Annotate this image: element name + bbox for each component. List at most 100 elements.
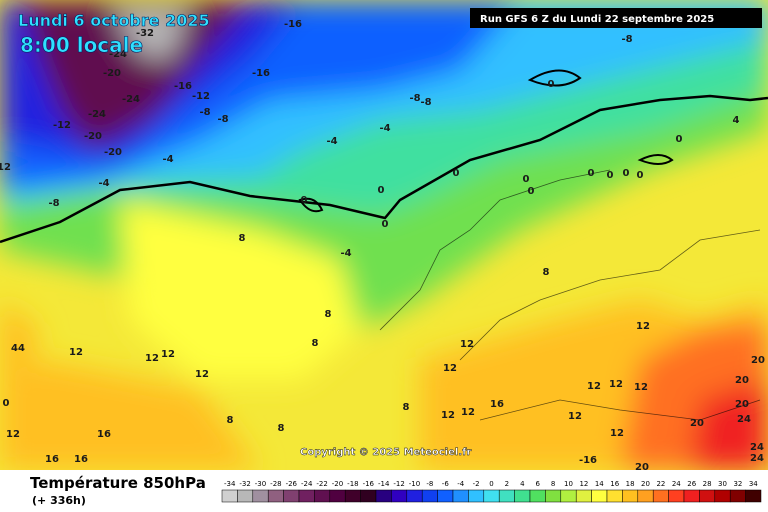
legend-label: -20 bbox=[332, 480, 343, 488]
legend-swatch bbox=[452, 489, 469, 503]
legend-swatch bbox=[514, 489, 531, 503]
contour-label: -8 bbox=[48, 198, 59, 209]
copyright: Copyright © 2025 Meteociel.fr bbox=[300, 447, 471, 458]
contour-label: 0 bbox=[378, 185, 385, 196]
legend-label: -2 bbox=[473, 480, 480, 488]
legend-swatch bbox=[406, 489, 423, 503]
contour-label: 12 bbox=[587, 381, 601, 392]
contour-label: -16 bbox=[252, 68, 270, 79]
field-title: Température 850hPa bbox=[30, 474, 206, 492]
legend-swatch bbox=[344, 489, 361, 503]
legend-swatch bbox=[421, 489, 438, 503]
legend-label: -24 bbox=[301, 480, 313, 488]
contour-label: 0 bbox=[676, 134, 683, 145]
contour-label: 12 bbox=[6, 429, 20, 440]
contour-label: 8 bbox=[312, 338, 319, 349]
contour-label: -8 bbox=[409, 93, 420, 104]
legend-label: 26 bbox=[687, 480, 696, 488]
legend-label: -12 bbox=[393, 480, 404, 488]
contour-label: 12 bbox=[145, 353, 159, 364]
legend-label: -6 bbox=[442, 480, 450, 488]
contour-label: 16 bbox=[490, 399, 504, 410]
legend-swatch bbox=[668, 489, 685, 503]
contour-label: 8 bbox=[403, 402, 410, 413]
contour-label: -16 bbox=[174, 81, 192, 92]
contour-label: 20 bbox=[690, 418, 704, 429]
legend-label: 8 bbox=[551, 480, 555, 488]
contour-label: 8 bbox=[325, 309, 332, 320]
contour-label: 8 bbox=[227, 415, 234, 426]
legend-swatch bbox=[606, 489, 623, 503]
contour-label: 8 bbox=[239, 233, 246, 244]
contour-label: -16 bbox=[284, 19, 302, 30]
contour-label: 12 bbox=[610, 428, 624, 439]
contour-label: -12 bbox=[192, 91, 210, 102]
legend-label: -26 bbox=[286, 480, 298, 488]
legend-swatch bbox=[498, 489, 515, 503]
legend-label: 30 bbox=[718, 480, 727, 488]
legend-label: 10 bbox=[564, 480, 573, 488]
legend-label: 34 bbox=[749, 480, 758, 488]
legend-swatch bbox=[329, 489, 346, 503]
contour-label: -4 bbox=[379, 123, 390, 134]
legend-swatch bbox=[360, 489, 377, 503]
contour-label: 0 bbox=[528, 186, 535, 197]
contour-label: 24 bbox=[737, 414, 751, 425]
run-box bbox=[470, 8, 762, 28]
legend-swatch bbox=[375, 489, 392, 503]
contour-label: 0 bbox=[637, 170, 644, 181]
legend-label: -32 bbox=[239, 480, 250, 488]
date-title: Lundi 6 octobre 2025 bbox=[18, 11, 210, 30]
run-info: Run GFS 6 Z du Lundi 22 septembre 2025 bbox=[480, 14, 714, 25]
legend-label: 24 bbox=[672, 480, 681, 488]
contour-label: 12 bbox=[461, 407, 475, 418]
contour-label: -24 bbox=[88, 109, 106, 120]
local-time: 8:00 locale bbox=[20, 33, 143, 57]
legend-swatch bbox=[237, 489, 254, 503]
legend-label: -34 bbox=[224, 480, 236, 488]
contour-label: 0 bbox=[382, 219, 389, 230]
contour-label: -8 bbox=[199, 107, 210, 118]
contour-label: 8 bbox=[543, 267, 550, 278]
contour-label: -24 bbox=[109, 49, 127, 60]
contour-label: -20 bbox=[104, 147, 122, 158]
legend-label: 22 bbox=[656, 480, 665, 488]
legend-swatch bbox=[637, 489, 654, 503]
contour-label: -4 bbox=[340, 248, 351, 259]
legend-label: 14 bbox=[595, 480, 604, 488]
contour-label: 16 bbox=[97, 429, 111, 440]
legend-swatch bbox=[529, 489, 546, 503]
contour-label: -8 bbox=[217, 114, 228, 125]
legend-swatch bbox=[391, 489, 408, 503]
legend-swatch bbox=[714, 489, 731, 503]
legend-swatch bbox=[575, 489, 592, 503]
contour-label: -8 bbox=[621, 34, 632, 45]
legend-label: 0 bbox=[489, 480, 493, 488]
legend-swatch bbox=[483, 489, 500, 503]
contour-label: 12 bbox=[609, 379, 623, 390]
contour-label: 0 bbox=[548, 79, 555, 90]
legend-swatch bbox=[545, 489, 562, 503]
contour-label: 0 bbox=[301, 195, 308, 206]
legend-label: 2 bbox=[505, 480, 509, 488]
legend-label: -10 bbox=[409, 480, 420, 488]
contour-label: 12 bbox=[441, 410, 455, 421]
contour-label: 20 bbox=[735, 375, 749, 386]
contour-label: 4 bbox=[733, 115, 740, 126]
legend-swatch bbox=[560, 489, 577, 503]
contour-label: 20 bbox=[635, 462, 649, 473]
contour-label: 0 bbox=[453, 168, 460, 179]
legend-swatch bbox=[729, 489, 746, 503]
contour-label: -8 bbox=[420, 97, 431, 108]
legend-swatch bbox=[591, 489, 608, 503]
contour-label: 0 bbox=[3, 398, 10, 409]
legend: -34 -32 -30 -28 -26 -24 -22 -20 -18 -16 -14 -12 -10-… bbox=[221, 480, 762, 503]
legend-label: 6 bbox=[535, 480, 540, 488]
contour-label: 20 bbox=[735, 399, 749, 410]
contour-label: 0 bbox=[588, 168, 595, 179]
legend-swatch bbox=[468, 489, 485, 503]
lead-time: (+ 336h) bbox=[32, 494, 86, 507]
legend-swatch bbox=[298, 489, 315, 503]
contour-label: 12 bbox=[634, 382, 648, 393]
contour-label: -16 bbox=[579, 455, 597, 466]
